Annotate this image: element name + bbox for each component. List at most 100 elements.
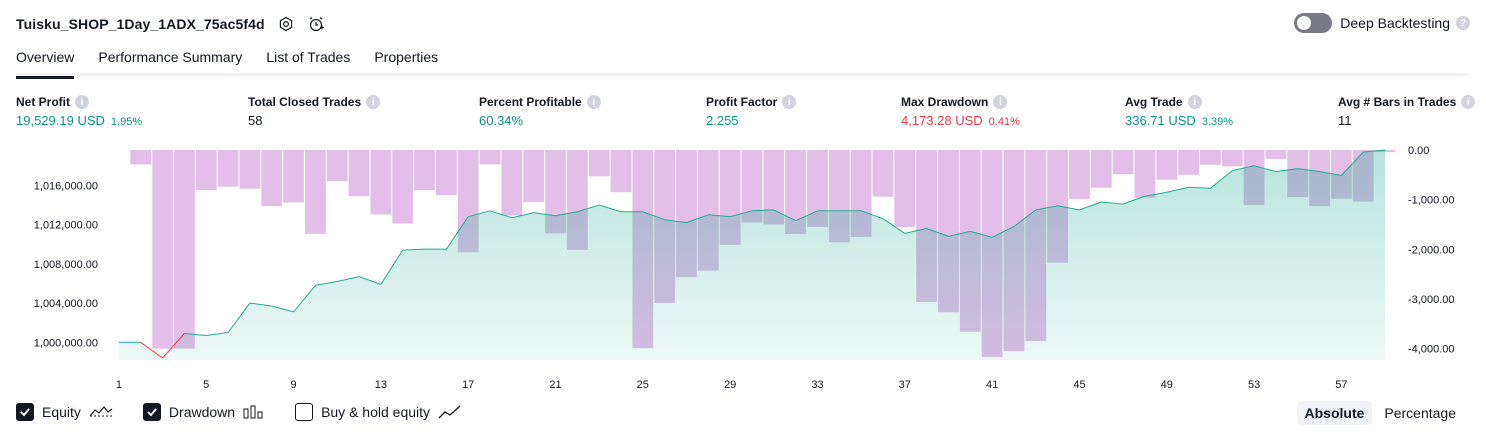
x-axis-tick: 5 [203, 379, 209, 391]
drawdown-bar [763, 150, 785, 225]
drawdown-bar [1265, 150, 1287, 159]
display-mode-switch: Absolute Percentage [1293, 401, 1465, 425]
equity-line-segment [271, 305, 294, 313]
drawdown-bar [392, 150, 414, 224]
legend-drawdown[interactable]: Drawdown [142, 403, 265, 421]
equity-line-segment [468, 210, 491, 218]
metric-percent: 1.95% [110, 116, 143, 128]
help-icon[interactable]: ? [1456, 16, 1470, 30]
info-icon[interactable]: i [1461, 95, 1476, 109]
tab-performance-summary[interactable]: Performance Summary [98, 49, 243, 65]
equity-checkbox[interactable] [16, 403, 34, 421]
info-icon[interactable]: i [586, 95, 601, 109]
equity-line-segment [730, 210, 753, 218]
drawdown-bar [436, 150, 457, 196]
alarm-clock-icon[interactable] [307, 15, 325, 33]
metric-profit-factor: Profit Factor i 2.255 [706, 94, 797, 128]
metric-value: 336.71 USD [1125, 113, 1196, 128]
equity-line-segment [1297, 168, 1320, 173]
equity-line-segment [664, 219, 687, 224]
metric-value: 4,173.28 USD [901, 113, 983, 128]
x-axis-tick: 9 [291, 379, 297, 391]
left-axis-tick: 1,008,000.00 [34, 259, 98, 271]
metric-value: 19,529.19 USD [16, 113, 105, 128]
left-axis-tick: 1,004,000.00 [34, 298, 98, 310]
tab-overview[interactable]: Overview [16, 46, 75, 79]
metric-avg-bars: Avg # Bars in Trades i 11 [1338, 94, 1476, 128]
drawdown-bar [1134, 150, 1156, 198]
legend-equity[interactable]: Equity [16, 403, 113, 421]
equity-line-segment [904, 228, 927, 234]
equity-line-segment [795, 210, 818, 222]
report-tabs: Overview Performance Summary List of Tra… [16, 46, 1470, 79]
legend-drawdown-label: Drawdown [168, 404, 236, 420]
info-icon[interactable]: i [993, 95, 1008, 109]
info-icon[interactable]: i [75, 95, 89, 109]
equity-line-segment [206, 332, 229, 336]
equity-line-segment [686, 214, 709, 224]
drawdown-bar [348, 150, 370, 197]
drawdown-bar [1178, 150, 1199, 175]
metric-total-closed-trades: Total Closed Trades i 58 [248, 94, 381, 128]
drawdown-bar [1112, 150, 1134, 175]
info-icon[interactable]: i [1187, 95, 1202, 109]
equity-line-segment [1144, 191, 1167, 197]
drawdown-bar [370, 150, 392, 215]
equity-line-segment [1253, 165, 1277, 173]
legend-buy-hold-label: Buy & hold equity [321, 404, 431, 420]
drawdown-bar [1200, 150, 1221, 165]
drawdown-bar [239, 150, 261, 189]
equity-line-segment [970, 230, 993, 238]
legend-buy-hold[interactable]: Buy & hold equity [295, 403, 462, 421]
title-bar: Tuisku_SHOP_1Day_1ADX_75ac5f4d [16, 14, 325, 34]
metric-value: 58 [248, 113, 263, 128]
drawdown-bar [414, 150, 435, 191]
percentage-button[interactable]: Percentage [1384, 405, 1456, 421]
metric-percent: 3.39% [1201, 116, 1234, 128]
absolute-button[interactable]: Absolute [1296, 401, 1373, 425]
drawdown-bar [741, 150, 763, 223]
x-axis-tick: 17 [462, 379, 474, 391]
drawdown-bar [305, 150, 326, 234]
equity-line-segment [533, 212, 556, 217]
info-icon[interactable]: i [782, 95, 797, 109]
equity-line-segment [380, 249, 404, 285]
x-axis-tick: 49 [1161, 379, 1173, 391]
drawdown-bar [872, 150, 894, 197]
metric-label: Avg Trade [1125, 95, 1183, 109]
equity-line-segment [337, 276, 360, 282]
drawdown-bar [545, 150, 566, 234]
info-icon[interactable]: i [366, 95, 381, 109]
drawdown-bar [1069, 150, 1090, 200]
equity-line-segment [1363, 149, 1386, 153]
drawdown-bar [479, 150, 501, 165]
settings-icon[interactable] [277, 15, 295, 33]
metric-net-profit: Net Profit i 19,529.19 USD 1.95% [16, 94, 142, 128]
x-axis-tick: 37 [899, 379, 911, 391]
equity-line-segment [1166, 186, 1189, 193]
equity-line-segment [162, 333, 185, 359]
equity-line-segment [1341, 151, 1364, 176]
equity-line-segment [1210, 170, 1233, 189]
equity-line-segment [1079, 201, 1102, 211]
buy-hold-checkbox[interactable] [295, 403, 314, 421]
equity-line-segment [315, 281, 338, 286]
deep-backtesting-toggle[interactable] [1294, 13, 1333, 33]
tab-properties[interactable]: Properties [374, 49, 439, 65]
equity-line-segment [511, 212, 534, 219]
x-axis-tick: 29 [724, 379, 736, 391]
equity-line-segment [1122, 195, 1146, 205]
equity-line-segment [991, 226, 1015, 238]
drawdown-bars-icon [243, 404, 265, 420]
equity-line-segment [1035, 205, 1058, 211]
tab-list-of-trades[interactable]: List of Trades [266, 49, 351, 65]
equity-line-segment [555, 211, 578, 217]
right-axis-tick: -2,000.00 [1408, 244, 1454, 256]
drawdown-checkbox[interactable] [142, 403, 161, 421]
equity-line-segment [358, 276, 382, 285]
equity-line-segment [227, 302, 251, 333]
left-axis-tick: 1,000,000.00 [34, 337, 98, 349]
drawdown-bar [1156, 150, 1178, 180]
drawdown-bar [1221, 150, 1243, 167]
drawdown-bar [1090, 150, 1112, 188]
